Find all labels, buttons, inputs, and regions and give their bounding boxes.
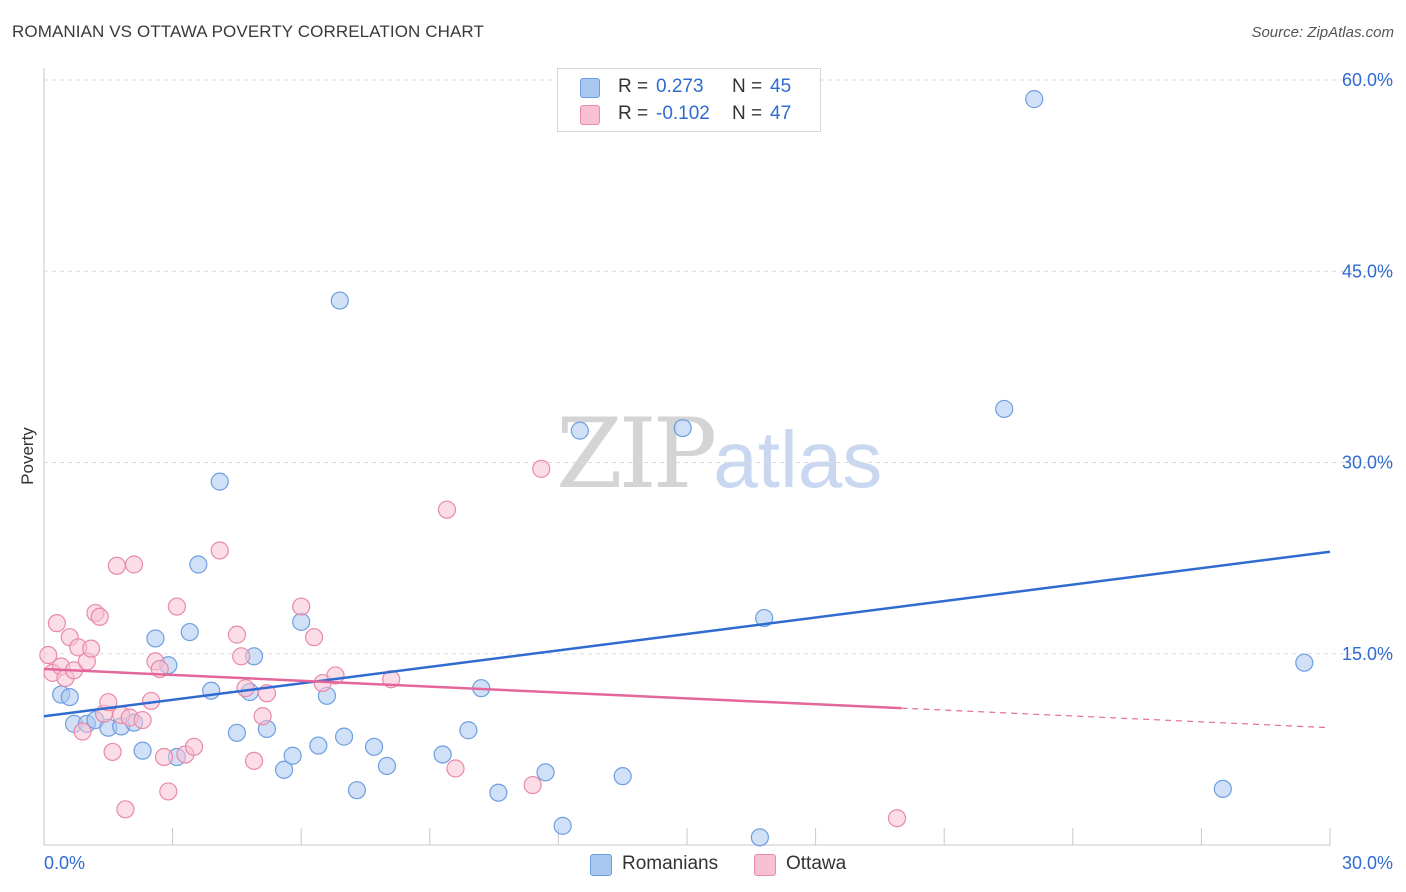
data-point-romanians xyxy=(750,828,769,847)
legend-n-label: N = xyxy=(732,103,763,124)
data-point-romanians xyxy=(309,736,328,755)
data-point-ottawa xyxy=(232,647,251,666)
y-tick-label: 15.0% xyxy=(1342,644,1393,664)
data-point-romanians xyxy=(1025,90,1044,109)
legend-n-value: 45 xyxy=(770,76,792,97)
chart-title: ROMANIAN VS OTTAWA POVERTY CORRELATION C… xyxy=(12,22,484,41)
data-point-ottawa xyxy=(437,500,457,519)
data-point-ottawa xyxy=(107,556,126,575)
data-point-ottawa xyxy=(210,541,229,560)
data-point-ottawa xyxy=(133,710,152,730)
trend-line-ottawa xyxy=(43,667,902,710)
data-point-romanians xyxy=(673,418,692,438)
source-label: Source: ZipAtlas.com xyxy=(1251,24,1394,41)
data-point-romanians xyxy=(133,741,152,760)
data-point-ottawa xyxy=(446,759,465,778)
data-point-ottawa xyxy=(244,751,264,770)
trend-line-romanians xyxy=(43,550,1331,718)
data-point-romanians xyxy=(570,421,589,440)
data-point-ottawa xyxy=(124,555,144,574)
data-point-romanians xyxy=(755,608,774,628)
legend-n-value: 47 xyxy=(770,103,792,124)
legend-r-value: 0.273 xyxy=(656,76,704,97)
legend-swatch-ottawa xyxy=(580,105,600,125)
watermark: ZIPatlas xyxy=(556,398,882,510)
bottom-legend-label: Ottawa xyxy=(786,853,847,874)
data-point-romanians xyxy=(334,727,354,746)
x-tick-label: 0.0% xyxy=(44,853,85,873)
data-point-ottawa xyxy=(47,614,66,633)
watermark-atlas: atlas xyxy=(713,415,883,504)
legend-swatch-romanians xyxy=(580,78,600,98)
x-tick-label: 30.0% xyxy=(1342,853,1393,873)
data-point-ottawa xyxy=(73,722,92,741)
legend-n-label: N = xyxy=(732,76,763,97)
data-point-romanians xyxy=(283,746,302,765)
data-point-ottawa xyxy=(253,707,272,726)
data-point-ottawa xyxy=(90,607,109,626)
correlation-legend: R = 0.273 N = 45 R = -0.102 N = 47 xyxy=(557,68,821,132)
data-point-romanians xyxy=(364,737,384,756)
bottom-legend-label: Romanians xyxy=(622,853,719,874)
data-point-ottawa xyxy=(887,809,907,828)
data-point-romanians xyxy=(292,612,311,631)
y-axis-label: Poverty xyxy=(18,427,37,485)
data-point-ottawa xyxy=(167,597,186,616)
data-point-ottawa xyxy=(116,800,135,819)
data-point-ottawa xyxy=(39,645,58,665)
trend-line-extension-ottawa xyxy=(901,707,1331,729)
watermark-zip: ZIP xyxy=(556,398,717,510)
data-point-romanians xyxy=(377,756,397,776)
data-point-romanians xyxy=(536,763,555,782)
data-point-romanians xyxy=(330,291,349,310)
legend-r-label: R = xyxy=(618,103,649,124)
data-point-ottawa xyxy=(292,597,311,616)
data-point-ottawa xyxy=(82,639,101,658)
data-point-romanians xyxy=(489,783,508,802)
data-point-ottawa xyxy=(154,747,174,767)
data-point-ottawa xyxy=(304,628,324,647)
data-point-ottawa xyxy=(103,742,122,762)
data-point-romanians xyxy=(189,555,208,574)
data-point-romanians xyxy=(1213,779,1232,799)
data-point-romanians xyxy=(210,472,229,491)
y-tick-label: 30.0% xyxy=(1342,453,1393,473)
data-point-ottawa xyxy=(184,737,204,756)
y-tick-label: 60.0% xyxy=(1342,70,1393,90)
data-point-romanians xyxy=(274,760,294,779)
data-point-ottawa xyxy=(159,782,178,801)
data-point-romanians xyxy=(613,767,632,786)
data-point-ottawa xyxy=(532,459,551,478)
y-tick-label: 45.0% xyxy=(1342,261,1393,281)
data-point-romanians xyxy=(227,723,246,742)
data-point-ottawa xyxy=(523,775,542,795)
data-point-ottawa xyxy=(236,679,255,698)
data-point-romanians xyxy=(459,721,478,740)
data-point-romanians xyxy=(347,781,367,800)
legend-r-label: R = xyxy=(618,76,649,97)
data-point-romanians xyxy=(60,687,79,707)
data-point-romanians xyxy=(146,629,165,648)
data-point-ottawa xyxy=(227,625,246,644)
data-point-romanians xyxy=(1295,653,1314,672)
bottom-legend-swatch-romanians xyxy=(590,854,612,876)
data-point-romanians xyxy=(553,816,572,835)
data-point-romanians xyxy=(180,622,199,642)
bottom-legend-swatch-ottawa xyxy=(754,854,776,876)
data-point-romanians xyxy=(433,745,452,764)
data-point-romanians xyxy=(995,399,1014,419)
legend-r-value: -0.102 xyxy=(656,103,710,124)
